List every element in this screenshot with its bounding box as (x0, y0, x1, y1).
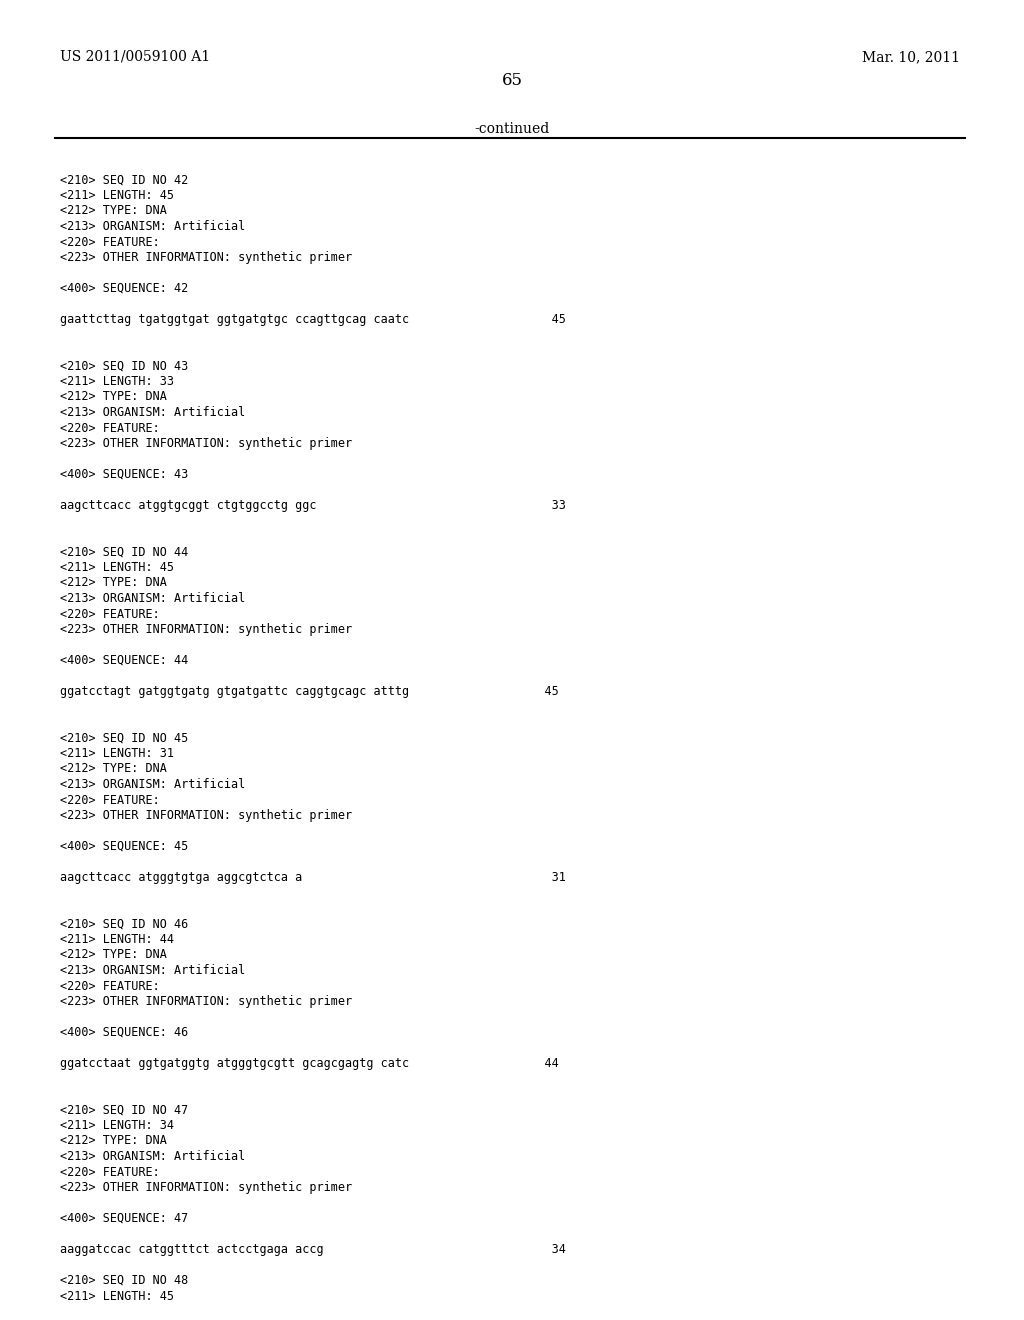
Text: <213> ORGANISM: Artificial: <213> ORGANISM: Artificial (60, 1150, 246, 1163)
Text: gaattcttag tgatggtgat ggtgatgtgc ccagttgcag caatc                    45: gaattcttag tgatggtgat ggtgatgtgc ccagttg… (60, 313, 566, 326)
Text: aagcttcacc atggtgcggt ctgtggcctg ggc                                 33: aagcttcacc atggtgcggt ctgtggcctg ggc 33 (60, 499, 566, 512)
Text: <213> ORGANISM: Artificial: <213> ORGANISM: Artificial (60, 777, 246, 791)
Text: Mar. 10, 2011: Mar. 10, 2011 (862, 50, 961, 63)
Text: -continued: -continued (474, 121, 550, 136)
Text: <213> ORGANISM: Artificial: <213> ORGANISM: Artificial (60, 220, 246, 234)
Text: <213> ORGANISM: Artificial: <213> ORGANISM: Artificial (60, 964, 246, 977)
Text: <213> ORGANISM: Artificial: <213> ORGANISM: Artificial (60, 591, 246, 605)
Text: <220> FEATURE:: <220> FEATURE: (60, 607, 160, 620)
Text: <211> LENGTH: 45: <211> LENGTH: 45 (60, 189, 174, 202)
Text: aagcttcacc atgggtgtga aggcgtctca a                                   31: aagcttcacc atgggtgtga aggcgtctca a 31 (60, 871, 566, 884)
Text: <210> SEQ ID NO 45: <210> SEQ ID NO 45 (60, 731, 188, 744)
Text: <400> SEQUENCE: 44: <400> SEQUENCE: 44 (60, 653, 188, 667)
Text: aaggatccac catggtttct actcctgaga accg                                34: aaggatccac catggtttct actcctgaga accg 34 (60, 1243, 566, 1257)
Text: <223> OTHER INFORMATION: synthetic primer: <223> OTHER INFORMATION: synthetic prime… (60, 995, 352, 1008)
Text: <212> TYPE: DNA: <212> TYPE: DNA (60, 1134, 167, 1147)
Text: ggatcctagt gatggtgatg gtgatgattc caggtgcagc atttg                   45: ggatcctagt gatggtgatg gtgatgattc caggtgc… (60, 685, 559, 698)
Text: ggatcctaat ggtgatggtg atgggtgcgtt gcagcgagtg catc                   44: ggatcctaat ggtgatggtg atgggtgcgtt gcagcg… (60, 1057, 559, 1071)
Text: <212> TYPE: DNA: <212> TYPE: DNA (60, 949, 167, 961)
Text: <210> SEQ ID NO 44: <210> SEQ ID NO 44 (60, 545, 188, 558)
Text: <213> ORGANISM: Artificial: <213> ORGANISM: Artificial (60, 407, 246, 418)
Text: <223> OTHER INFORMATION: synthetic primer: <223> OTHER INFORMATION: synthetic prime… (60, 437, 352, 450)
Text: <211> LENGTH: 33: <211> LENGTH: 33 (60, 375, 174, 388)
Text: <212> TYPE: DNA: <212> TYPE: DNA (60, 577, 167, 590)
Text: <400> SEQUENCE: 47: <400> SEQUENCE: 47 (60, 1212, 188, 1225)
Text: <220> FEATURE:: <220> FEATURE: (60, 979, 160, 993)
Text: <210> SEQ ID NO 47: <210> SEQ ID NO 47 (60, 1104, 188, 1117)
Text: <220> FEATURE:: <220> FEATURE: (60, 421, 160, 434)
Text: <223> OTHER INFORMATION: synthetic primer: <223> OTHER INFORMATION: synthetic prime… (60, 809, 352, 822)
Text: <223> OTHER INFORMATION: synthetic primer: <223> OTHER INFORMATION: synthetic prime… (60, 623, 352, 636)
Text: <211> LENGTH: 44: <211> LENGTH: 44 (60, 933, 174, 946)
Text: <400> SEQUENCE: 45: <400> SEQUENCE: 45 (60, 840, 188, 853)
Text: <212> TYPE: DNA: <212> TYPE: DNA (60, 391, 167, 404)
Text: <400> SEQUENCE: 42: <400> SEQUENCE: 42 (60, 282, 188, 294)
Text: <211> LENGTH: 31: <211> LENGTH: 31 (60, 747, 174, 760)
Text: US 2011/0059100 A1: US 2011/0059100 A1 (60, 50, 210, 63)
Text: <210> SEQ ID NO 46: <210> SEQ ID NO 46 (60, 917, 188, 931)
Text: <212> TYPE: DNA: <212> TYPE: DNA (60, 205, 167, 218)
Text: <223> OTHER INFORMATION: synthetic primer: <223> OTHER INFORMATION: synthetic prime… (60, 1181, 352, 1195)
Text: <220> FEATURE:: <220> FEATURE: (60, 793, 160, 807)
Text: <220> FEATURE:: <220> FEATURE: (60, 1166, 160, 1179)
Text: <220> FEATURE:: <220> FEATURE: (60, 235, 160, 248)
Text: <223> OTHER INFORMATION: synthetic primer: <223> OTHER INFORMATION: synthetic prime… (60, 251, 352, 264)
Text: <210> SEQ ID NO 43: <210> SEQ ID NO 43 (60, 359, 188, 372)
Text: <400> SEQUENCE: 46: <400> SEQUENCE: 46 (60, 1026, 188, 1039)
Text: 65: 65 (502, 73, 522, 88)
Text: <211> LENGTH: 45: <211> LENGTH: 45 (60, 1290, 174, 1303)
Text: <210> SEQ ID NO 42: <210> SEQ ID NO 42 (60, 173, 188, 186)
Text: <212> TYPE: DNA: <212> TYPE: DNA (60, 763, 167, 776)
Text: <210> SEQ ID NO 48: <210> SEQ ID NO 48 (60, 1274, 188, 1287)
Text: <211> LENGTH: 45: <211> LENGTH: 45 (60, 561, 174, 574)
Text: <400> SEQUENCE: 43: <400> SEQUENCE: 43 (60, 469, 188, 480)
Text: <211> LENGTH: 34: <211> LENGTH: 34 (60, 1119, 174, 1133)
